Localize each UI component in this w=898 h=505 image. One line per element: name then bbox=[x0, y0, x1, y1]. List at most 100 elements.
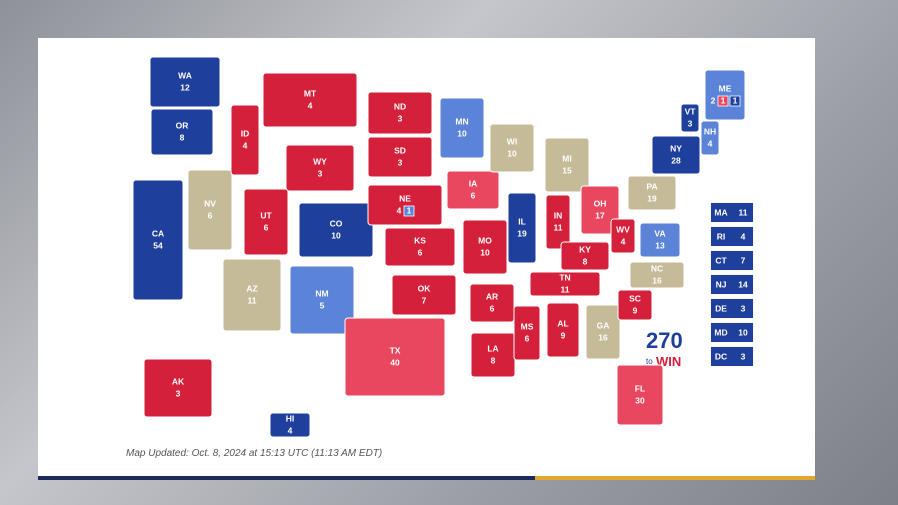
small-state-votes: 4 bbox=[741, 231, 746, 241]
state-votes: 8 bbox=[180, 132, 185, 142]
state-abbr: NY bbox=[670, 143, 682, 153]
state bbox=[529, 271, 601, 297]
state-votes: 6 bbox=[471, 190, 476, 200]
bottom-bar-navy bbox=[38, 476, 535, 480]
state-votes: 5 bbox=[320, 300, 325, 310]
small-state-abbr: MA bbox=[714, 207, 727, 217]
state-abbr: TN bbox=[559, 272, 570, 282]
small-state-abbr: NJ bbox=[716, 279, 727, 289]
state bbox=[639, 222, 681, 258]
state bbox=[367, 184, 443, 226]
district-votes: 1 bbox=[407, 205, 412, 215]
state bbox=[243, 188, 289, 256]
state-votes: 8 bbox=[491, 355, 496, 365]
state-votes: 2 bbox=[711, 95, 716, 105]
state-abbr: MS bbox=[521, 321, 534, 331]
state-votes: 6 bbox=[264, 222, 269, 232]
state-votes: 6 bbox=[490, 303, 495, 313]
state bbox=[651, 135, 701, 175]
state-votes: 9 bbox=[561, 330, 566, 340]
state bbox=[585, 304, 621, 360]
state-votes: 17 bbox=[595, 210, 605, 220]
state-votes: 6 bbox=[418, 247, 423, 257]
state-votes: 16 bbox=[652, 275, 662, 285]
state-votes: 4 bbox=[397, 205, 402, 215]
state-votes: 30 bbox=[635, 395, 645, 405]
district-votes: 1 bbox=[733, 95, 738, 105]
state-abbr: IL bbox=[518, 216, 526, 226]
state-abbr: MN bbox=[455, 116, 468, 126]
state-votes: 6 bbox=[208, 210, 213, 220]
state bbox=[149, 56, 221, 108]
state-abbr: AK bbox=[172, 376, 185, 386]
state bbox=[384, 227, 456, 267]
state bbox=[610, 218, 636, 254]
state-abbr: CO bbox=[330, 218, 343, 228]
small-state bbox=[711, 323, 753, 342]
small-state-abbr: DC bbox=[715, 351, 727, 361]
state-votes: 4 bbox=[243, 140, 248, 150]
state-abbr: OR bbox=[176, 120, 189, 130]
small-state-votes: 3 bbox=[741, 303, 746, 313]
state-votes: 3 bbox=[688, 118, 693, 128]
state-votes: 4 bbox=[308, 100, 313, 110]
state-abbr: VT bbox=[685, 106, 697, 116]
state-abbr: CA bbox=[152, 228, 164, 238]
state bbox=[150, 108, 214, 156]
state bbox=[230, 104, 260, 176]
state-votes: 28 bbox=[671, 155, 681, 165]
state bbox=[262, 72, 358, 128]
state-abbr: AZ bbox=[246, 283, 257, 293]
state-votes: 6 bbox=[525, 333, 530, 343]
state-votes: 11 bbox=[561, 284, 570, 294]
small-state-votes: 3 bbox=[741, 351, 746, 361]
small-state-votes: 11 bbox=[739, 207, 748, 217]
state bbox=[391, 274, 457, 316]
state-abbr: LA bbox=[487, 343, 498, 353]
state bbox=[132, 179, 184, 301]
district bbox=[717, 95, 729, 107]
state bbox=[289, 265, 355, 335]
state-abbr: MI bbox=[562, 153, 571, 163]
state bbox=[546, 302, 580, 358]
state bbox=[704, 69, 746, 121]
state-abbr: ME bbox=[719, 83, 732, 93]
state bbox=[439, 97, 485, 159]
small-state-votes: 7 bbox=[741, 255, 746, 265]
state-abbr: PA bbox=[646, 181, 657, 191]
state-abbr: TX bbox=[390, 345, 401, 355]
state-votes: 19 bbox=[647, 193, 657, 203]
state-abbr: IA bbox=[469, 178, 478, 188]
state-votes: 3 bbox=[398, 113, 403, 123]
state-votes: 4 bbox=[288, 425, 293, 435]
small-state bbox=[711, 227, 753, 246]
state-votes: 3 bbox=[318, 168, 323, 178]
small-state bbox=[711, 275, 753, 294]
district-votes: 1 bbox=[721, 95, 726, 105]
small-state-abbr: MD bbox=[714, 327, 727, 337]
state bbox=[616, 364, 664, 426]
state bbox=[629, 261, 685, 289]
state-abbr: KY bbox=[579, 244, 591, 254]
state bbox=[367, 136, 433, 178]
state bbox=[187, 169, 233, 251]
state-abbr: AL bbox=[557, 318, 568, 328]
state-abbr: OH bbox=[594, 198, 607, 208]
logo-number: 270 bbox=[646, 328, 683, 353]
state bbox=[513, 305, 541, 361]
state-abbr: ND bbox=[394, 101, 406, 111]
small-state-abbr: RI bbox=[717, 231, 726, 241]
logo-to: to bbox=[646, 357, 653, 366]
state bbox=[580, 185, 620, 235]
state-votes: 3 bbox=[398, 157, 403, 167]
district bbox=[729, 95, 741, 107]
state-votes: 10 bbox=[480, 247, 490, 257]
bottom-bar-gold bbox=[535, 476, 815, 480]
district bbox=[403, 205, 415, 217]
state-abbr: NM bbox=[315, 288, 328, 298]
state bbox=[462, 219, 508, 275]
state-abbr: NC bbox=[651, 263, 663, 273]
state-abbr: WA bbox=[178, 70, 192, 80]
state bbox=[143, 358, 213, 418]
state-abbr: FL bbox=[635, 383, 645, 393]
